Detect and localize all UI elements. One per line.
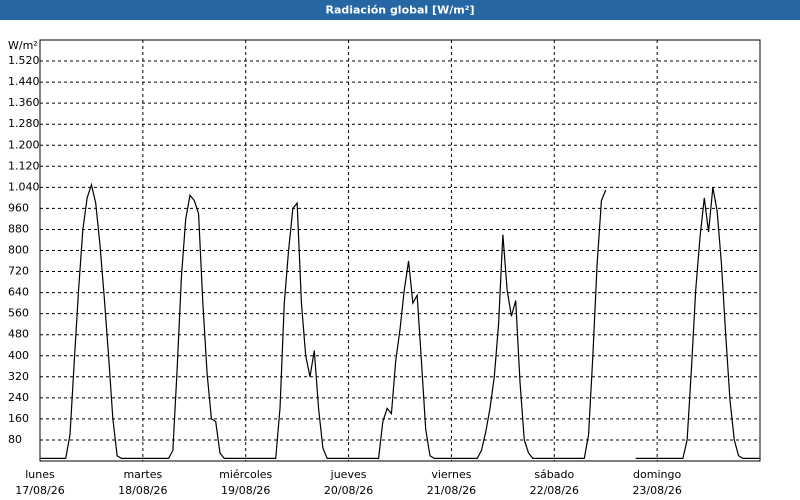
y-tick-label: 1.280 xyxy=(8,117,40,130)
y-tick-label: 1.520 xyxy=(8,54,40,67)
x-tick-day: sábado xyxy=(534,468,574,481)
x-tick-date: 20/08/26 xyxy=(324,484,373,497)
x-tick-day: miércoles xyxy=(219,468,272,481)
y-tick-label: 1.120 xyxy=(8,159,40,172)
y-tick-label: 1.360 xyxy=(8,96,40,109)
y-tick-label: 240 xyxy=(8,391,29,404)
x-tick-day: viernes xyxy=(431,468,471,481)
y-tick-label: 1.040 xyxy=(8,180,40,193)
chart-title: Radiación global [W/m²] xyxy=(325,4,474,17)
x-tick-date: 17/08/26 xyxy=(15,484,64,497)
x-tick-date: 21/08/26 xyxy=(427,484,476,497)
y-axis-label: W/m² xyxy=(8,39,38,52)
y-tick-label: 880 xyxy=(8,222,29,235)
y-tick-label: 720 xyxy=(8,265,29,278)
y-tick-label: 960 xyxy=(8,201,29,214)
y-tick-label: 1.440 xyxy=(8,75,40,88)
y-tick-label: 640 xyxy=(8,286,29,299)
y-tick-label: 560 xyxy=(8,307,29,320)
x-tick-date: 19/08/26 xyxy=(221,484,270,497)
x-tick-date: 18/08/26 xyxy=(118,484,167,497)
y-tick-label: 400 xyxy=(8,349,29,362)
y-tick-label: 1.200 xyxy=(8,138,40,151)
y-tick-label: 800 xyxy=(8,244,29,257)
y-tick-label: 480 xyxy=(8,328,29,341)
x-tick-date: 22/08/26 xyxy=(530,484,579,497)
data-line xyxy=(40,182,760,459)
x-tick-day: lunes xyxy=(25,468,55,481)
y-tick-label: 80 xyxy=(8,433,22,446)
x-tick-day: jueves xyxy=(330,468,367,481)
y-tick-label: 320 xyxy=(8,370,29,383)
y-tick-label: 160 xyxy=(8,412,29,425)
title-bar xyxy=(0,0,800,20)
x-tick-day: domingo xyxy=(633,468,681,481)
x-tick-date: 23/08/26 xyxy=(632,484,681,497)
x-tick-day: martes xyxy=(123,468,162,481)
